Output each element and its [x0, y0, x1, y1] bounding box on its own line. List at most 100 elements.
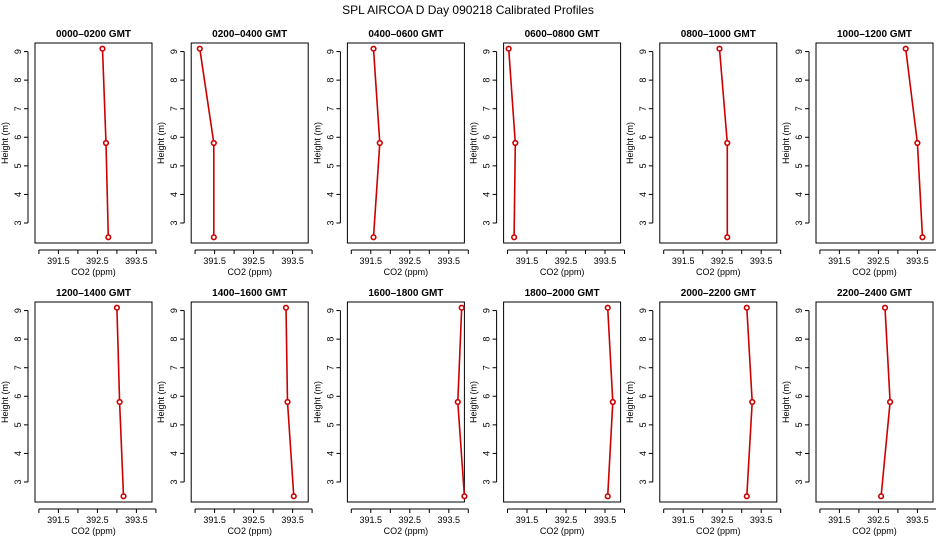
profile-point: [604, 304, 611, 311]
profile-point: [604, 493, 611, 500]
y-tick-label: 8: [325, 78, 335, 83]
profile-point: [902, 45, 909, 52]
y-axis-label: Height (m): [312, 122, 322, 164]
y-tick-label: 4: [638, 192, 648, 197]
y-tick-label: 3: [325, 220, 335, 225]
y-axis-label: Height (m): [781, 122, 791, 164]
y-axis-label: Height (m): [0, 381, 10, 423]
profile-point: [505, 45, 512, 52]
y-axis-label: Height (m): [781, 381, 791, 423]
plot-frame: [503, 301, 622, 503]
x-axis-label: CO2 (ppm): [852, 526, 897, 536]
y-axis-label: Height (m): [156, 381, 166, 423]
x-tick-label: 391.5: [672, 256, 695, 266]
profile-point: [881, 304, 889, 311]
x-tick-label: 391.5: [47, 515, 70, 525]
profile-panel: 1200–1400 GMT 391.5 392.5 393.5 CO2 (ppm) 3 4 5…: [0, 288, 157, 536]
profile-point: [210, 139, 217, 147]
x-tick-label: 391.5: [828, 256, 851, 266]
profile-panel: 1400–1600 GMT 391.5 392.5 393.5 CO2 (ppm) 3 4 5…: [156, 288, 313, 536]
profile-point: [461, 493, 468, 500]
y-tick-label: 9: [482, 49, 492, 54]
y-tick-label: 3: [638, 220, 648, 225]
x-tick-label: 393.5: [438, 515, 461, 525]
profile-panel: 2200–2400 GMT 391.5 392.5 393.5 CO2 (ppm) 3 4 5…: [781, 288, 936, 536]
x-tick-label: 392.5: [399, 515, 422, 525]
y-tick-label: 5: [325, 422, 335, 427]
y-axis-label: Height (m): [156, 122, 166, 164]
y-tick-label: 4: [638, 451, 648, 456]
profile-point: [743, 493, 750, 500]
y-tick-label: 5: [13, 422, 23, 427]
plot-frame: [659, 42, 778, 244]
y-tick-label: 6: [13, 394, 23, 399]
x-tick-label: 392.5: [86, 515, 109, 525]
y-tick-label: 9: [638, 308, 648, 313]
y-tick-label: 4: [794, 192, 804, 197]
y-tick-label: 7: [638, 106, 648, 111]
y-axis-label: Height (m): [0, 122, 10, 164]
x-axis-label: CO2 (ppm): [540, 526, 585, 536]
profile-panel: 0400–0600 GMT 391.5 392.5 393.5 CO2 (ppm) 3 4 5…: [312, 29, 469, 277]
profile-point: [512, 139, 519, 147]
plot-frame: [190, 301, 309, 503]
y-tick-label: 5: [794, 163, 804, 168]
y-tick-label: 6: [482, 135, 492, 140]
y-tick-label: 7: [169, 106, 179, 111]
x-tick-label: 392.5: [242, 256, 265, 266]
y-tick-label: 4: [169, 451, 179, 456]
y-tick-label: 5: [13, 163, 23, 168]
y-tick-label: 4: [482, 451, 492, 456]
y-tick-label: 7: [13, 106, 23, 111]
profile-point: [284, 398, 291, 406]
profile-point: [458, 304, 465, 311]
profile-point: [290, 493, 297, 500]
y-tick-label: 6: [325, 135, 335, 140]
x-tick-label: 392.5: [555, 515, 578, 525]
y-tick-label: 7: [482, 106, 492, 111]
y-tick-label: 8: [169, 337, 179, 342]
x-tick-label: 392.5: [711, 256, 734, 266]
x-tick-label: 392.5: [555, 256, 578, 266]
figure-title: SPL AIRCOA D Day 090218 Calibrated Profi…: [342, 3, 594, 17]
y-tick-label: 9: [482, 308, 492, 313]
y-tick-label: 9: [325, 308, 335, 313]
profile-point: [749, 398, 756, 406]
y-tick-label: 9: [794, 49, 804, 54]
profile-point: [724, 234, 731, 241]
y-tick-label: 7: [169, 365, 179, 370]
profile-point: [196, 45, 203, 52]
x-tick-label: 393.5: [750, 515, 773, 525]
x-tick-label: 391.5: [203, 515, 226, 525]
panel-title: 1800–2000 GMT: [525, 288, 600, 299]
x-tick-label: 393.5: [125, 515, 148, 525]
y-tick-label: 3: [794, 220, 804, 225]
y-tick-label: 8: [638, 337, 648, 342]
y-tick-label: 7: [482, 365, 492, 370]
profile-point: [878, 493, 885, 500]
profile-point: [716, 45, 723, 52]
y-tick-label: 8: [794, 337, 804, 342]
y-tick-label: 8: [482, 337, 492, 342]
x-axis-label: CO2 (ppm): [71, 526, 116, 536]
y-tick-label: 3: [169, 479, 179, 484]
y-axis-label: Height (m): [469, 381, 479, 423]
y-tick-label: 6: [169, 394, 179, 399]
y-tick-label: 8: [169, 78, 179, 83]
y-tick-label: 3: [13, 479, 23, 484]
x-tick-label: 391.5: [203, 256, 226, 266]
x-tick-label: 392.5: [399, 256, 422, 266]
x-axis-label: CO2 (ppm): [384, 526, 429, 536]
y-tick-label: 6: [13, 135, 23, 140]
y-axis-label: Height (m): [625, 381, 635, 423]
y-tick-label: 3: [482, 220, 492, 225]
y-axis-label: Height (m): [312, 381, 322, 423]
y-axis-label: Height (m): [625, 122, 635, 164]
x-tick-label: 393.5: [125, 256, 148, 266]
profile-panel: 0800–1000 GMT 391.5 392.5 393.5 CO2 (ppm) 3 4 5…: [625, 29, 782, 277]
profile-point: [210, 234, 217, 241]
profile-panel: 1600–1800 GMT 391.5 392.5 393.5 CO2 (ppm) 3 4 5…: [312, 288, 469, 536]
y-tick-label: 8: [325, 337, 335, 342]
x-tick-label: 391.5: [828, 515, 851, 525]
x-axis-label: CO2 (ppm): [696, 267, 741, 277]
